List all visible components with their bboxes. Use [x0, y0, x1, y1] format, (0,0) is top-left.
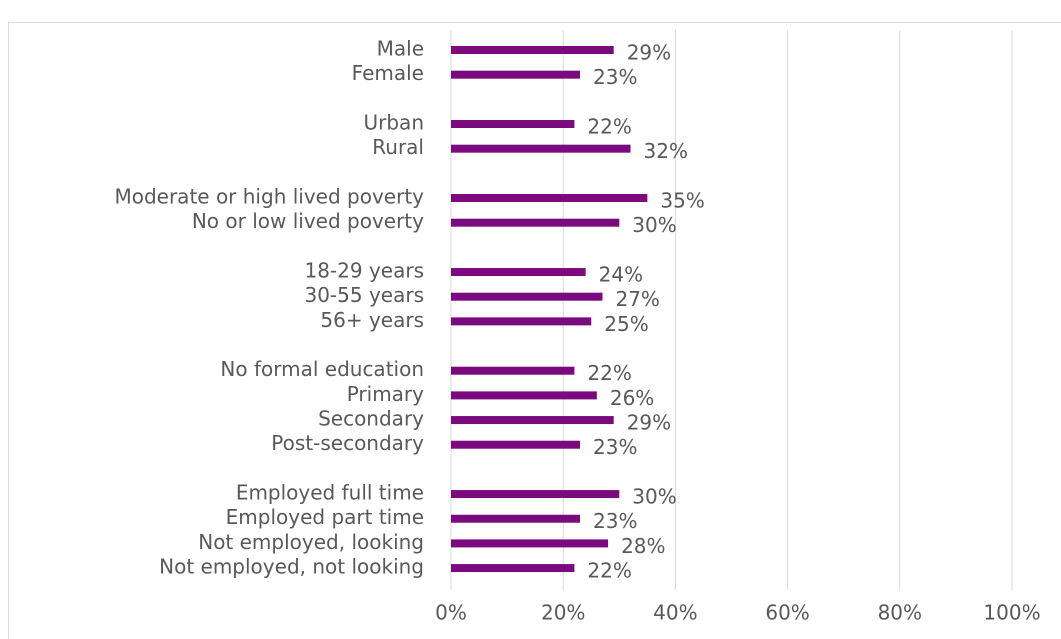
data-label: 32%: [644, 139, 688, 163]
x-tick-label: 80%: [878, 601, 922, 625]
data-label: 29%: [627, 411, 671, 435]
data-label: 28%: [621, 534, 665, 558]
data-label: 29%: [627, 41, 671, 65]
data-label: 22%: [587, 559, 631, 583]
bar: [451, 292, 603, 301]
x-tick-label: 20%: [541, 601, 585, 625]
bar: [451, 490, 620, 499]
x-tick-label: 100%: [983, 601, 1040, 625]
bar: [451, 564, 575, 573]
bar: [451, 539, 609, 548]
y-tick-label: 18-29 years: [304, 259, 424, 283]
chart-border: [8, 22, 1061, 639]
y-tick-label: No formal education: [220, 357, 424, 381]
bar: [451, 144, 631, 153]
data-label: 22%: [587, 115, 631, 139]
bar: [451, 391, 597, 400]
y-tick-label: Employed part time: [226, 505, 424, 529]
y-tick-label: Not employed, not looking: [159, 555, 424, 579]
y-tick-label: 56+ years: [320, 308, 424, 332]
bar: [451, 218, 620, 227]
data-label: 25%: [604, 312, 648, 336]
y-tick-label: Post-secondary: [271, 431, 424, 455]
bar: [451, 416, 614, 425]
data-label: 30%: [632, 485, 676, 509]
bar: [451, 514, 581, 523]
bar: [451, 194, 648, 203]
x-tick-label: 40%: [653, 601, 697, 625]
y-tick-label: No or low lived poverty: [192, 209, 424, 233]
bar: [451, 268, 586, 277]
y-tick-label: Secondary: [318, 407, 424, 431]
bar: [451, 70, 581, 79]
data-label: 30%: [632, 213, 676, 237]
bar: [451, 317, 592, 326]
data-label: 23%: [593, 435, 637, 459]
x-tick-label: 0%: [435, 601, 467, 625]
y-tick-label: Urban: [364, 111, 425, 135]
y-tick-label: Not employed, looking: [198, 530, 424, 554]
bar: [451, 120, 575, 129]
data-label: 23%: [593, 509, 637, 533]
bar: [451, 366, 575, 375]
x-tick-label: 60%: [765, 601, 809, 625]
y-tick-label: Employed full time: [236, 481, 424, 505]
data-label: 22%: [587, 361, 631, 385]
data-label: 35%: [660, 189, 704, 213]
data-label: 24%: [599, 263, 643, 287]
y-tick-label: Moderate or high lived poverty: [114, 185, 424, 209]
y-tick-label: Primary: [347, 382, 424, 406]
data-label: 27%: [615, 287, 659, 311]
bar: [451, 46, 614, 54]
y-tick-label: Female: [352, 61, 424, 85]
data-label: 26%: [610, 386, 654, 410]
y-tick-label: 30-55 years: [304, 283, 424, 307]
y-tick-label: Male: [377, 37, 424, 61]
bar: [451, 440, 581, 449]
data-label: 23%: [593, 65, 637, 89]
y-tick-label: Rural: [372, 135, 424, 159]
